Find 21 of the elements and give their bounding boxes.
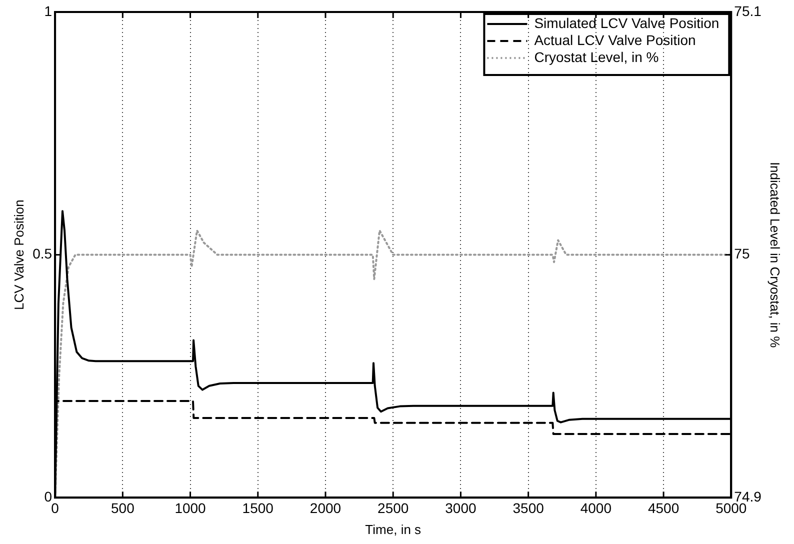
- y-tick-label: 0: [44, 488, 52, 504]
- y-tick-label: 1: [44, 2, 52, 19]
- x-tick-label: 2500: [378, 500, 409, 516]
- y2-tick-label: 75.1: [734, 2, 762, 19]
- legend-label: Simulated LCV Valve Position: [534, 14, 720, 31]
- x-tick-label: 4000: [580, 500, 612, 516]
- x-tick-label: 4500: [648, 500, 680, 516]
- legend-label: Cryostat Level, in %: [534, 48, 659, 65]
- y-tick-label: 0.5: [32, 246, 52, 262]
- y-axis-title: LCV Valve Position: [11, 200, 26, 310]
- y2-tick-label: 75: [734, 246, 750, 262]
- x-tick-label: 1000: [174, 500, 206, 516]
- y2-tick-label: 74.9: [734, 488, 762, 504]
- x-tick-label: 2000: [310, 500, 342, 516]
- x-axis-title: Time, in s: [365, 522, 422, 537]
- legend-label: Actual LCV Valve Position: [534, 32, 696, 48]
- x-tick-label: 500: [110, 500, 135, 516]
- x-tick-label: 1500: [242, 500, 274, 516]
- x-tick-label: 3500: [512, 500, 544, 516]
- y2-axis-title: Indicated Level in Cryostat, in %: [768, 162, 783, 348]
- x-tick-label: 3000: [445, 500, 476, 516]
